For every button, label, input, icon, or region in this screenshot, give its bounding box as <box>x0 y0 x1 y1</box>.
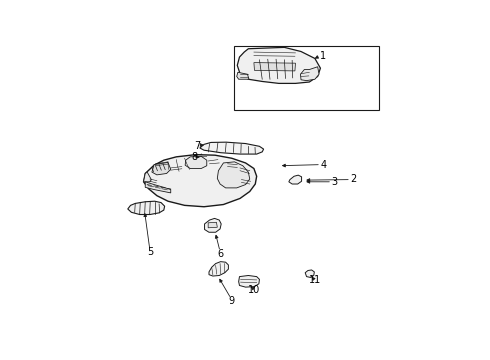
Polygon shape <box>145 182 171 193</box>
Text: 9: 9 <box>229 296 235 306</box>
Polygon shape <box>200 142 264 154</box>
Polygon shape <box>185 156 207 168</box>
Polygon shape <box>305 270 314 278</box>
Bar <box>235 46 379 110</box>
Text: 2: 2 <box>350 174 357 184</box>
Polygon shape <box>198 154 202 164</box>
Text: 1: 1 <box>320 51 326 61</box>
Polygon shape <box>144 155 257 207</box>
Polygon shape <box>289 175 301 184</box>
Polygon shape <box>128 201 165 215</box>
Polygon shape <box>144 172 151 182</box>
Text: 3: 3 <box>331 177 337 187</box>
Polygon shape <box>208 222 217 228</box>
Polygon shape <box>204 219 221 232</box>
Text: 5: 5 <box>147 247 153 257</box>
Text: 11: 11 <box>309 275 321 285</box>
Polygon shape <box>300 67 319 81</box>
Polygon shape <box>237 72 249 79</box>
Text: 4: 4 <box>320 160 326 170</box>
Text: 6: 6 <box>218 249 224 259</box>
Polygon shape <box>152 162 171 175</box>
Polygon shape <box>217 162 250 188</box>
Text: 10: 10 <box>248 285 260 295</box>
Polygon shape <box>237 48 320 84</box>
Text: 7: 7 <box>194 141 200 151</box>
Polygon shape <box>254 63 295 71</box>
Polygon shape <box>239 275 259 287</box>
Text: 8: 8 <box>191 152 197 162</box>
Polygon shape <box>209 262 228 276</box>
